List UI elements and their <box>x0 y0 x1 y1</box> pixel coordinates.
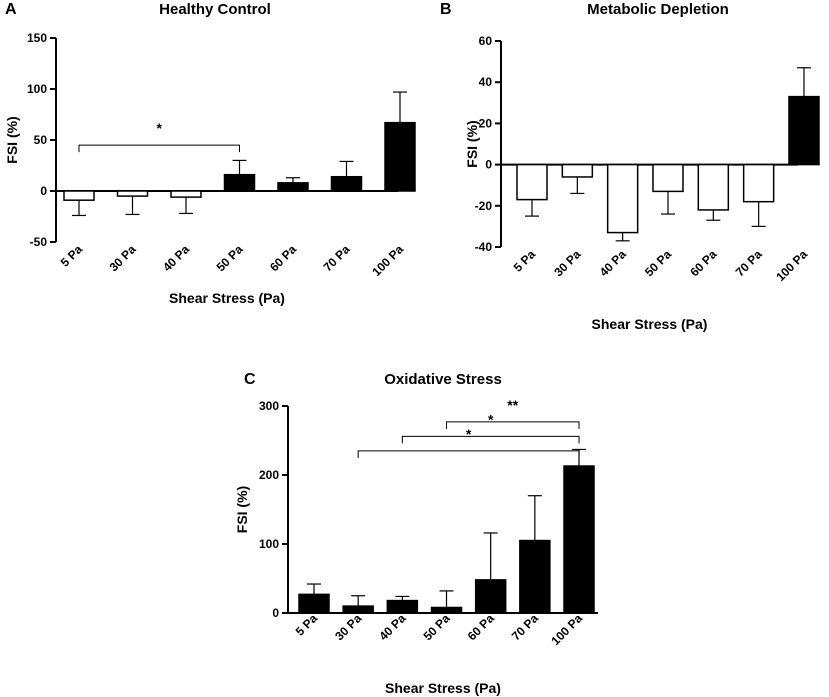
panel-c-x-axis-label: Shear Stress (Pa) <box>385 680 501 696</box>
panel-a-bar <box>384 121 416 192</box>
panel-c-x-tick-label: 50 Pa <box>421 611 453 643</box>
panel-a-y-tick-label: 0 <box>40 184 47 198</box>
panel-a-significance-label: * <box>157 120 163 136</box>
panel-b-x-tick-label: 100 Pa <box>773 247 810 284</box>
panel-c-bar <box>430 606 463 614</box>
panel-c-x-tick-label: 100 Pa <box>548 611 585 648</box>
panel-b-bar <box>652 163 684 193</box>
panel-a-bar <box>63 190 95 201</box>
panel-c-bar <box>342 605 374 614</box>
panel-c-bar <box>563 465 595 614</box>
panel-a-x-axis-label: Shear Stress (Pa) <box>169 290 285 306</box>
panel-c-bar <box>519 539 551 614</box>
panel-b-letter: B <box>440 1 452 18</box>
panel-b-x-tick-label: 70 Pa <box>733 247 765 279</box>
panel-c-bar <box>386 599 419 614</box>
panel-c-bar <box>474 579 507 614</box>
panel-a-y-axis-label: FSI (%) <box>4 116 20 163</box>
panel-b-bar <box>697 163 730 211</box>
panel-b-bar <box>606 163 639 234</box>
panel-b-x-tick-label: 30 Pa <box>551 247 583 279</box>
panel-b-bar <box>516 163 548 201</box>
panel-a-y-tick-label: 50 <box>34 133 48 147</box>
panel-c-y-tick-label: 300 <box>259 399 279 413</box>
panel-a-x-tick-label: 40 Pa <box>160 242 192 274</box>
panel-c-y-axis-label: FSI (%) <box>234 486 250 533</box>
panel-a-bar <box>116 190 149 197</box>
panel-a-bar <box>223 173 256 192</box>
panel-a-x-tick-label: 70 Pa <box>321 242 353 274</box>
panel-c-significance-bracket <box>401 435 580 444</box>
panel-a-significance-bracket <box>78 144 240 153</box>
panel-b-x-tick-label: 60 Pa <box>687 247 719 279</box>
panel-b-bar <box>742 163 775 203</box>
panel-c-significance-label: * <box>488 411 494 427</box>
panel-c-letter: C <box>244 371 256 388</box>
panel-a-x-tick-label: 60 Pa <box>267 242 299 274</box>
panel-b-y-tick-label: 40 <box>479 75 493 89</box>
panel-b-y-tick-label: 60 <box>479 34 493 48</box>
panel-c-y-tick-label: 100 <box>259 537 279 551</box>
panel-a-title: Healthy Control <box>159 1 271 18</box>
panel-c-y-tick-label: 0 <box>272 606 279 620</box>
panel-a-letter: A <box>5 1 17 18</box>
panel-c-x-tick-label: 60 Pa <box>465 611 497 643</box>
panel-b-y-axis-label: FSI (%) <box>464 120 480 167</box>
panel-b-x-tick-label: 50 Pa <box>642 247 674 279</box>
panel-b-y-tick-label: 0 <box>485 158 492 172</box>
panel-a-x-tick-label: 30 Pa <box>107 242 139 274</box>
panel-b-x-tick-label: 5 Pa <box>511 247 539 275</box>
panel-a-x-tick-label: 100 Pa <box>369 242 406 279</box>
panel-c-x-tick-label: 5 Pa <box>293 611 321 639</box>
panel-c-significance-label: ** <box>507 397 518 413</box>
panel-c-y-tick-label: 200 <box>259 468 279 482</box>
panel-c-significance-label: * <box>466 426 472 442</box>
panel-c-significance-bracket <box>357 450 580 458</box>
panel-a-bar <box>277 182 309 192</box>
panel-a-y-tick-label: -50 <box>30 235 48 249</box>
panel-c-x-tick-label: 40 Pa <box>376 611 408 643</box>
panel-a-x-tick-label: 5 Pa <box>58 242 86 270</box>
panel-c-significance-bracket <box>446 421 580 429</box>
panel-b-x-tick-label: 40 Pa <box>597 247 629 279</box>
panel-b-x-axis-label: Shear Stress (Pa) <box>592 316 708 332</box>
panel-c-x-tick-label: 30 Pa <box>332 611 364 643</box>
panel-c-x-tick-label: 70 Pa <box>509 611 541 643</box>
panel-a-bar <box>170 190 202 198</box>
panel-b-y-tick-label: 20 <box>479 116 493 130</box>
panel-c-bar <box>298 593 330 614</box>
panel-b-y-tick-label: -40 <box>475 240 493 254</box>
panel-a-y-tick-label: 150 <box>27 31 47 45</box>
panel-a-x-tick-label: 50 Pa <box>214 242 246 274</box>
panel-c-title: Oxidative Stress <box>384 371 502 388</box>
panel-b-bar <box>561 163 594 178</box>
panel-b-title: Metabolic Depletion <box>587 1 729 18</box>
panel-a-bar <box>330 175 363 192</box>
panel-b-y-tick-label: -20 <box>475 199 493 213</box>
panel-b-bar <box>788 95 820 166</box>
panel-a-y-tick-label: 100 <box>27 82 47 96</box>
